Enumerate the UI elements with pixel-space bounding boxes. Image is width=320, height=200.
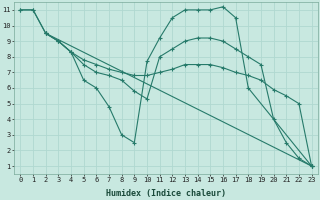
X-axis label: Humidex (Indice chaleur): Humidex (Indice chaleur)	[106, 189, 226, 198]
